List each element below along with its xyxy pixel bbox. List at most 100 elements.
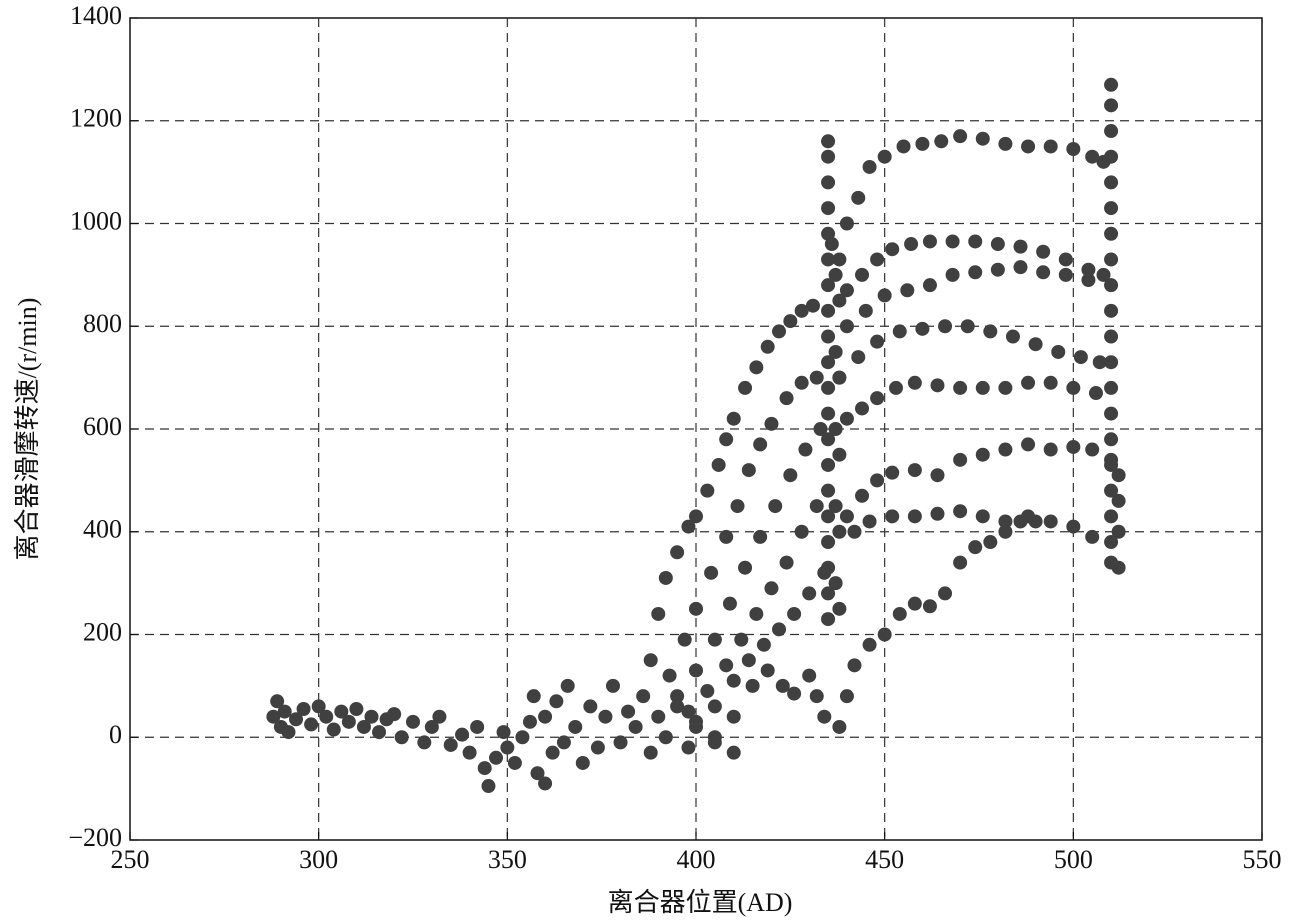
point <box>1096 267 1111 282</box>
point <box>885 242 900 257</box>
point <box>821 612 836 627</box>
point <box>1051 344 1066 359</box>
point <box>681 704 696 719</box>
point <box>877 149 892 164</box>
point <box>1028 514 1043 529</box>
point <box>1088 386 1103 401</box>
point <box>266 709 281 724</box>
point <box>756 637 771 652</box>
point <box>824 237 839 252</box>
point <box>892 606 907 621</box>
y-tick-label: 1000 <box>70 206 122 235</box>
point <box>975 509 990 524</box>
point <box>1058 252 1073 267</box>
point <box>779 555 794 570</box>
point <box>530 766 545 781</box>
point <box>938 319 953 334</box>
point <box>953 504 968 519</box>
point <box>760 339 775 354</box>
point <box>907 375 922 390</box>
point <box>628 719 643 734</box>
point <box>1021 139 1036 154</box>
point <box>700 483 715 498</box>
point <box>1058 267 1073 282</box>
point <box>862 637 877 652</box>
point <box>1092 355 1107 370</box>
point <box>745 678 760 693</box>
point <box>1005 329 1020 344</box>
point <box>832 447 847 462</box>
point <box>432 709 447 724</box>
point <box>930 506 945 521</box>
point <box>839 411 854 426</box>
point <box>862 159 877 174</box>
point <box>768 499 783 514</box>
point <box>953 452 968 467</box>
point <box>953 380 968 395</box>
point <box>719 658 734 673</box>
point <box>783 468 798 483</box>
point <box>1021 437 1036 452</box>
point <box>1104 483 1119 498</box>
point <box>1104 303 1119 318</box>
point <box>945 267 960 282</box>
point <box>809 689 824 704</box>
point <box>707 730 722 745</box>
point <box>1043 139 1058 154</box>
point <box>726 673 741 688</box>
point <box>915 321 930 336</box>
point <box>772 622 787 637</box>
point <box>821 252 836 267</box>
point <box>821 483 836 498</box>
point <box>945 234 960 249</box>
point <box>870 473 885 488</box>
point <box>870 334 885 349</box>
point <box>892 324 907 339</box>
point <box>1104 124 1119 139</box>
point <box>938 586 953 601</box>
point <box>489 750 504 765</box>
point <box>741 653 756 668</box>
point <box>1104 406 1119 421</box>
point <box>787 686 802 701</box>
point <box>839 509 854 524</box>
y-tick-label: 400 <box>83 515 122 544</box>
point <box>832 370 847 385</box>
point <box>726 709 741 724</box>
point <box>821 175 836 190</box>
x-axis-label: 离合器位置(AD) <box>608 888 793 917</box>
point <box>583 699 598 714</box>
point <box>304 717 319 732</box>
point <box>281 725 296 740</box>
point <box>953 129 968 144</box>
point <box>522 714 537 729</box>
point <box>689 663 703 678</box>
point <box>319 709 334 724</box>
point <box>802 586 817 601</box>
point <box>885 509 900 524</box>
point <box>670 689 685 704</box>
point <box>1085 149 1100 164</box>
point <box>877 627 892 642</box>
point <box>406 714 420 729</box>
point <box>568 719 583 734</box>
x-tick-label: 450 <box>865 845 904 874</box>
point <box>904 237 919 252</box>
point <box>681 740 696 755</box>
point <box>900 283 915 298</box>
point <box>643 653 658 668</box>
point <box>968 540 983 555</box>
point <box>847 658 862 673</box>
point <box>839 689 854 704</box>
point <box>1043 375 1058 390</box>
point <box>1021 375 1036 390</box>
point <box>1028 337 1043 352</box>
point <box>821 509 836 524</box>
point <box>1104 175 1119 190</box>
point <box>828 499 843 514</box>
point <box>598 709 613 724</box>
x-tick-label: 500 <box>1054 845 1093 874</box>
point <box>885 465 900 480</box>
point <box>998 514 1013 529</box>
point <box>821 329 836 344</box>
